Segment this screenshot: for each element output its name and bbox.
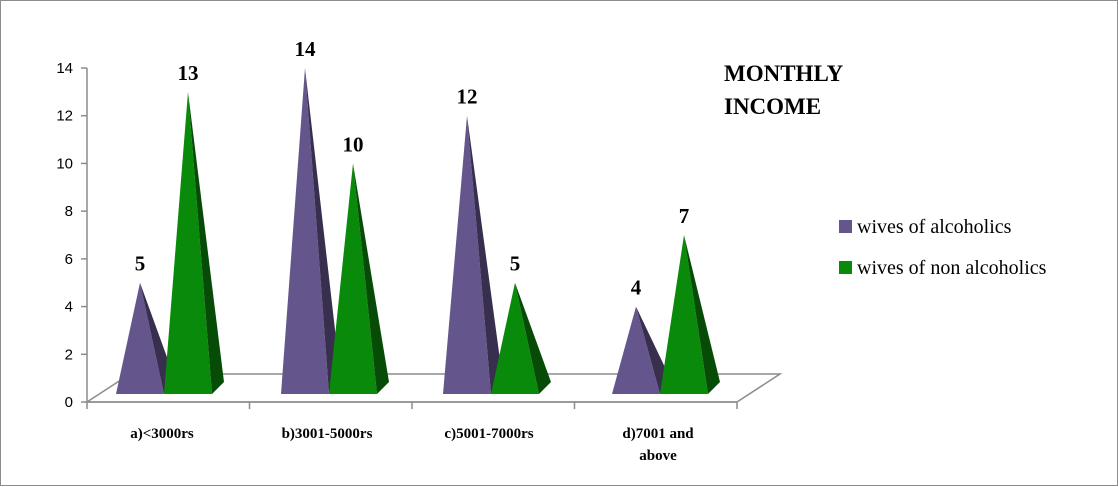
bar-alcoholics — [281, 68, 341, 394]
bar-alcoholics — [443, 115, 503, 394]
category-label: b)3001-5000rs — [282, 426, 373, 442]
category-label: a)<3000rs — [130, 426, 194, 442]
data-label: 10 — [343, 132, 364, 156]
y-tick-label: 14 — [56, 60, 73, 77]
y-tick-label: 2 — [65, 346, 73, 363]
bar-non-alcoholics — [491, 282, 551, 394]
bar-non-alcoholics — [164, 91, 224, 394]
data-label: 5 — [510, 252, 521, 276]
bar-non-alcoholics — [329, 163, 389, 394]
bar-non-alcoholics — [660, 235, 720, 394]
y-tick-label: 12 — [56, 108, 73, 125]
y-tick-label: 8 — [65, 203, 73, 220]
category-label: d)7001 and above — [622, 426, 694, 464]
data-label: 13 — [178, 61, 199, 85]
chart-title: MONTHLY INCOME — [724, 61, 844, 119]
data-label: 12 — [457, 85, 478, 109]
legend-swatch — [839, 261, 852, 274]
y-tick-label: 4 — [65, 299, 73, 316]
bar-alcoholics — [612, 306, 672, 394]
axes-layer: 0 2 4 6 8 10 12 14 — [56, 60, 783, 411]
data-label: 7 — [679, 204, 690, 228]
data-label: 14 — [295, 37, 317, 61]
category-label: c)5001-7000rs — [444, 426, 533, 442]
legend-swatch — [839, 220, 852, 233]
y-tick-label: 10 — [56, 155, 73, 172]
labels-layer: a)<3000rs b)3001-5000rs c)5001-7000rs d)700… — [130, 37, 694, 464]
legend-label: wives of alcoholics — [857, 216, 1012, 238]
chart-title-group: MONTHLY INCOME — [724, 61, 844, 119]
y-tick-label: 0 — [65, 394, 73, 411]
data-label: 4 — [631, 276, 642, 300]
bars-layer — [116, 68, 720, 394]
data-label: 5 — [135, 252, 146, 276]
y-tick-label: 6 — [65, 251, 73, 268]
legend-label: wives of non alcoholics — [857, 257, 1047, 279]
legend: wives of alcoholics wives of non alcoholi… — [839, 216, 1047, 279]
